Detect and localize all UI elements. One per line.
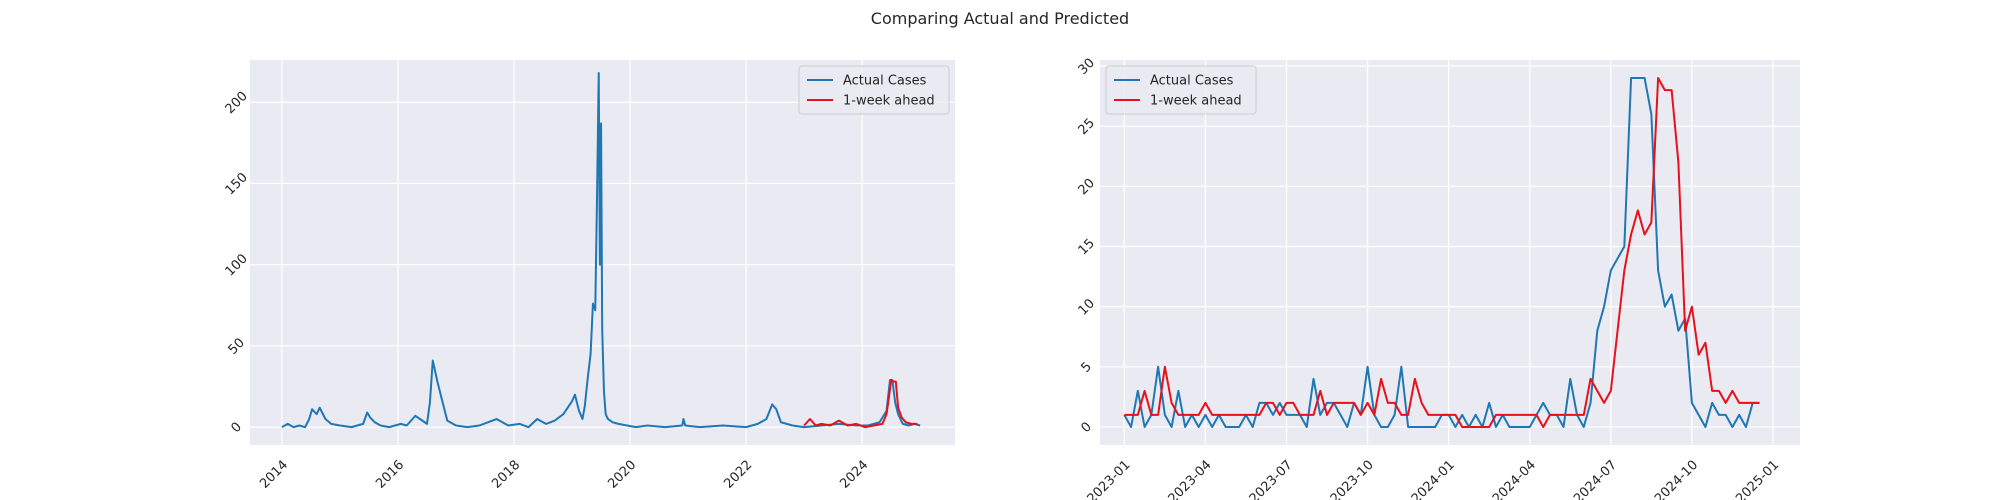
left-series-points-one-week-ahead — [804, 380, 918, 428]
right-legend-frame — [1105, 65, 1257, 115]
left-legend: Actual Cases 1-week ahead — [798, 65, 950, 115]
left-legend-label: 1-week ahead — [843, 94, 935, 109]
left-chart-panel: 2014 2016 2018 2020 2022 2024050100150200Actu… — [223, 60, 955, 492]
right-legend-label: 1-week ahead — [1150, 94, 1242, 109]
right-series-points-one-week-ahead — [1124, 78, 1760, 427]
right-legend-label: Actual Cases — [1150, 74, 1234, 89]
right-legend: Actual Cases 1-week ahead — [1105, 65, 1257, 115]
right-plot-area — [1100, 60, 1800, 445]
right-chart-panel: 2023-01 2023-04 2023-07 2023-10 2024-01 2024-… — [1076, 56, 1800, 500]
left-series-line-actual-cases — [281, 72, 921, 429]
figure-title: Comparing Actual and Predicted — [871, 9, 1129, 28]
left-series-points-actual-cases — [281, 72, 921, 428]
left-legend-label: Actual Cases — [843, 74, 927, 89]
left-legend-frame — [798, 65, 950, 115]
